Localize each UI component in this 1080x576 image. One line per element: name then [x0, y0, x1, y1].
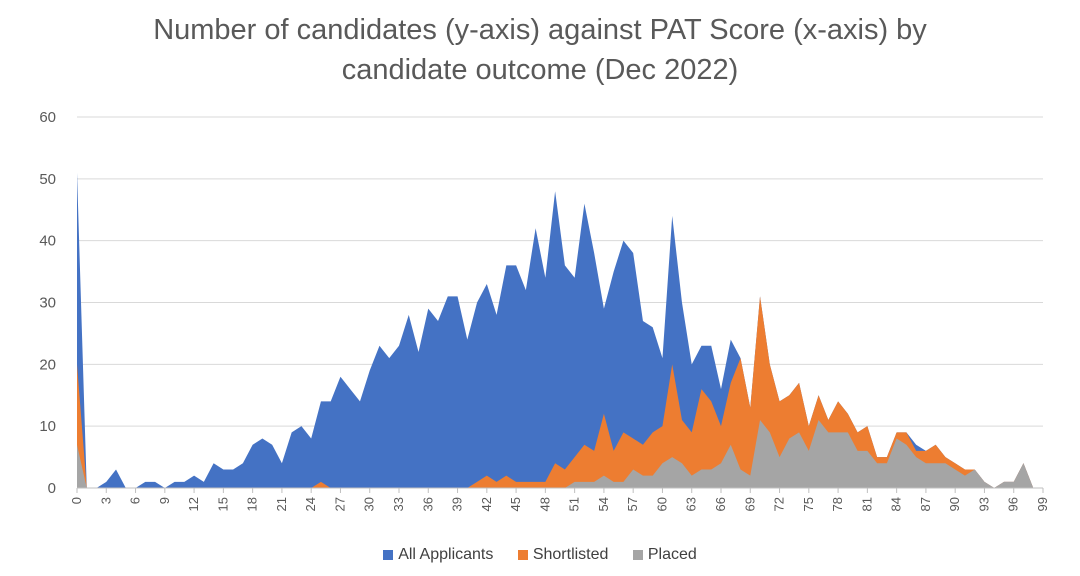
- series-areas: [77, 172, 1043, 488]
- y-tick-label-50: 50: [39, 171, 56, 188]
- x-axis-ticks: 0 3 6 9 12 15 18 21 24 27 30 33 36 39 42 45 48 51 54 57 60 63…: [69, 488, 1050, 511]
- series-area-placed: [77, 419, 1043, 488]
- legend-label-all-applicants: All Applicants: [398, 546, 494, 563]
- x-tick-label-45: 45: [508, 497, 523, 511]
- chart-title-line-1: Number of candidates (y-axis) against PA…: [153, 14, 927, 46]
- x-tick-label-54: 54: [596, 497, 611, 511]
- x-tick-label-39: 39: [450, 497, 465, 511]
- x-tick-label-42: 42: [479, 497, 494, 511]
- legend-label-placed: Placed: [647, 546, 697, 563]
- x-tick-label-93: 93: [976, 497, 991, 511]
- legend-swatch-shortlisted: [517, 550, 528, 560]
- y-tick-label-30: 30: [39, 295, 56, 312]
- x-tick-label-33: 33: [391, 497, 406, 511]
- x-tick-label-60: 60: [654, 497, 669, 511]
- legend-swatch-placed: [632, 550, 643, 560]
- x-tick-label-81: 81: [859, 497, 874, 511]
- chart-title-line-2: candidate outcome (Dec 2022): [341, 54, 739, 86]
- x-tick-label-48: 48: [537, 497, 552, 511]
- x-tick-label-27: 27: [332, 497, 347, 511]
- x-tick-label-69: 69: [742, 497, 757, 511]
- chart-title: Number of candidates (y-axis) against PA…: [0, 10, 1080, 90]
- y-tick-label-20: 20: [39, 356, 56, 373]
- x-tick-label-87: 87: [918, 497, 933, 511]
- x-tick-label-18: 18: [245, 497, 260, 511]
- x-tick-label-51: 51: [567, 497, 582, 511]
- x-tick-label-63: 63: [684, 497, 699, 511]
- y-axis-ticks: 0 10 20 30 40 50 60: [39, 109, 56, 497]
- x-tick-label-99: 99: [1035, 497, 1050, 511]
- x-tick-label-21: 21: [274, 497, 289, 511]
- y-tick-label-40: 40: [39, 233, 56, 250]
- x-tick-label-84: 84: [889, 497, 904, 511]
- x-tick-label-90: 90: [947, 497, 962, 511]
- x-tick-label-57: 57: [625, 497, 640, 511]
- legend-swatch-all-applicants: [383, 550, 394, 560]
- legend-item-shortlisted: Shortlisted: [517, 546, 609, 564]
- x-tick-label-6: 6: [128, 497, 143, 504]
- x-tick-label-78: 78: [830, 497, 845, 511]
- legend-item-all-applicants: All Applicants: [383, 546, 493, 564]
- legend: All Applicants Shortlisted Placed: [0, 546, 1080, 565]
- x-tick-label-0: 0: [69, 497, 84, 504]
- x-tick-label-75: 75: [801, 497, 816, 511]
- x-tick-label-30: 30: [362, 497, 377, 511]
- x-tick-label-3: 3: [98, 497, 113, 504]
- legend-label-shortlisted: Shortlisted: [532, 546, 609, 563]
- x-tick-label-72: 72: [772, 497, 787, 511]
- x-tick-label-66: 66: [713, 497, 728, 511]
- x-tick-label-12: 12: [186, 497, 201, 511]
- legend-item-placed: Placed: [632, 546, 697, 564]
- x-tick-label-15: 15: [215, 497, 230, 511]
- x-tick-label-96: 96: [1006, 497, 1021, 511]
- x-tick-label-9: 9: [157, 497, 172, 504]
- x-tick-label-24: 24: [303, 497, 318, 511]
- y-tick-label-0: 0: [48, 480, 56, 497]
- y-tick-label-10: 10: [39, 418, 56, 435]
- x-tick-label-36: 36: [420, 497, 435, 511]
- y-tick-label-60: 60: [39, 109, 56, 126]
